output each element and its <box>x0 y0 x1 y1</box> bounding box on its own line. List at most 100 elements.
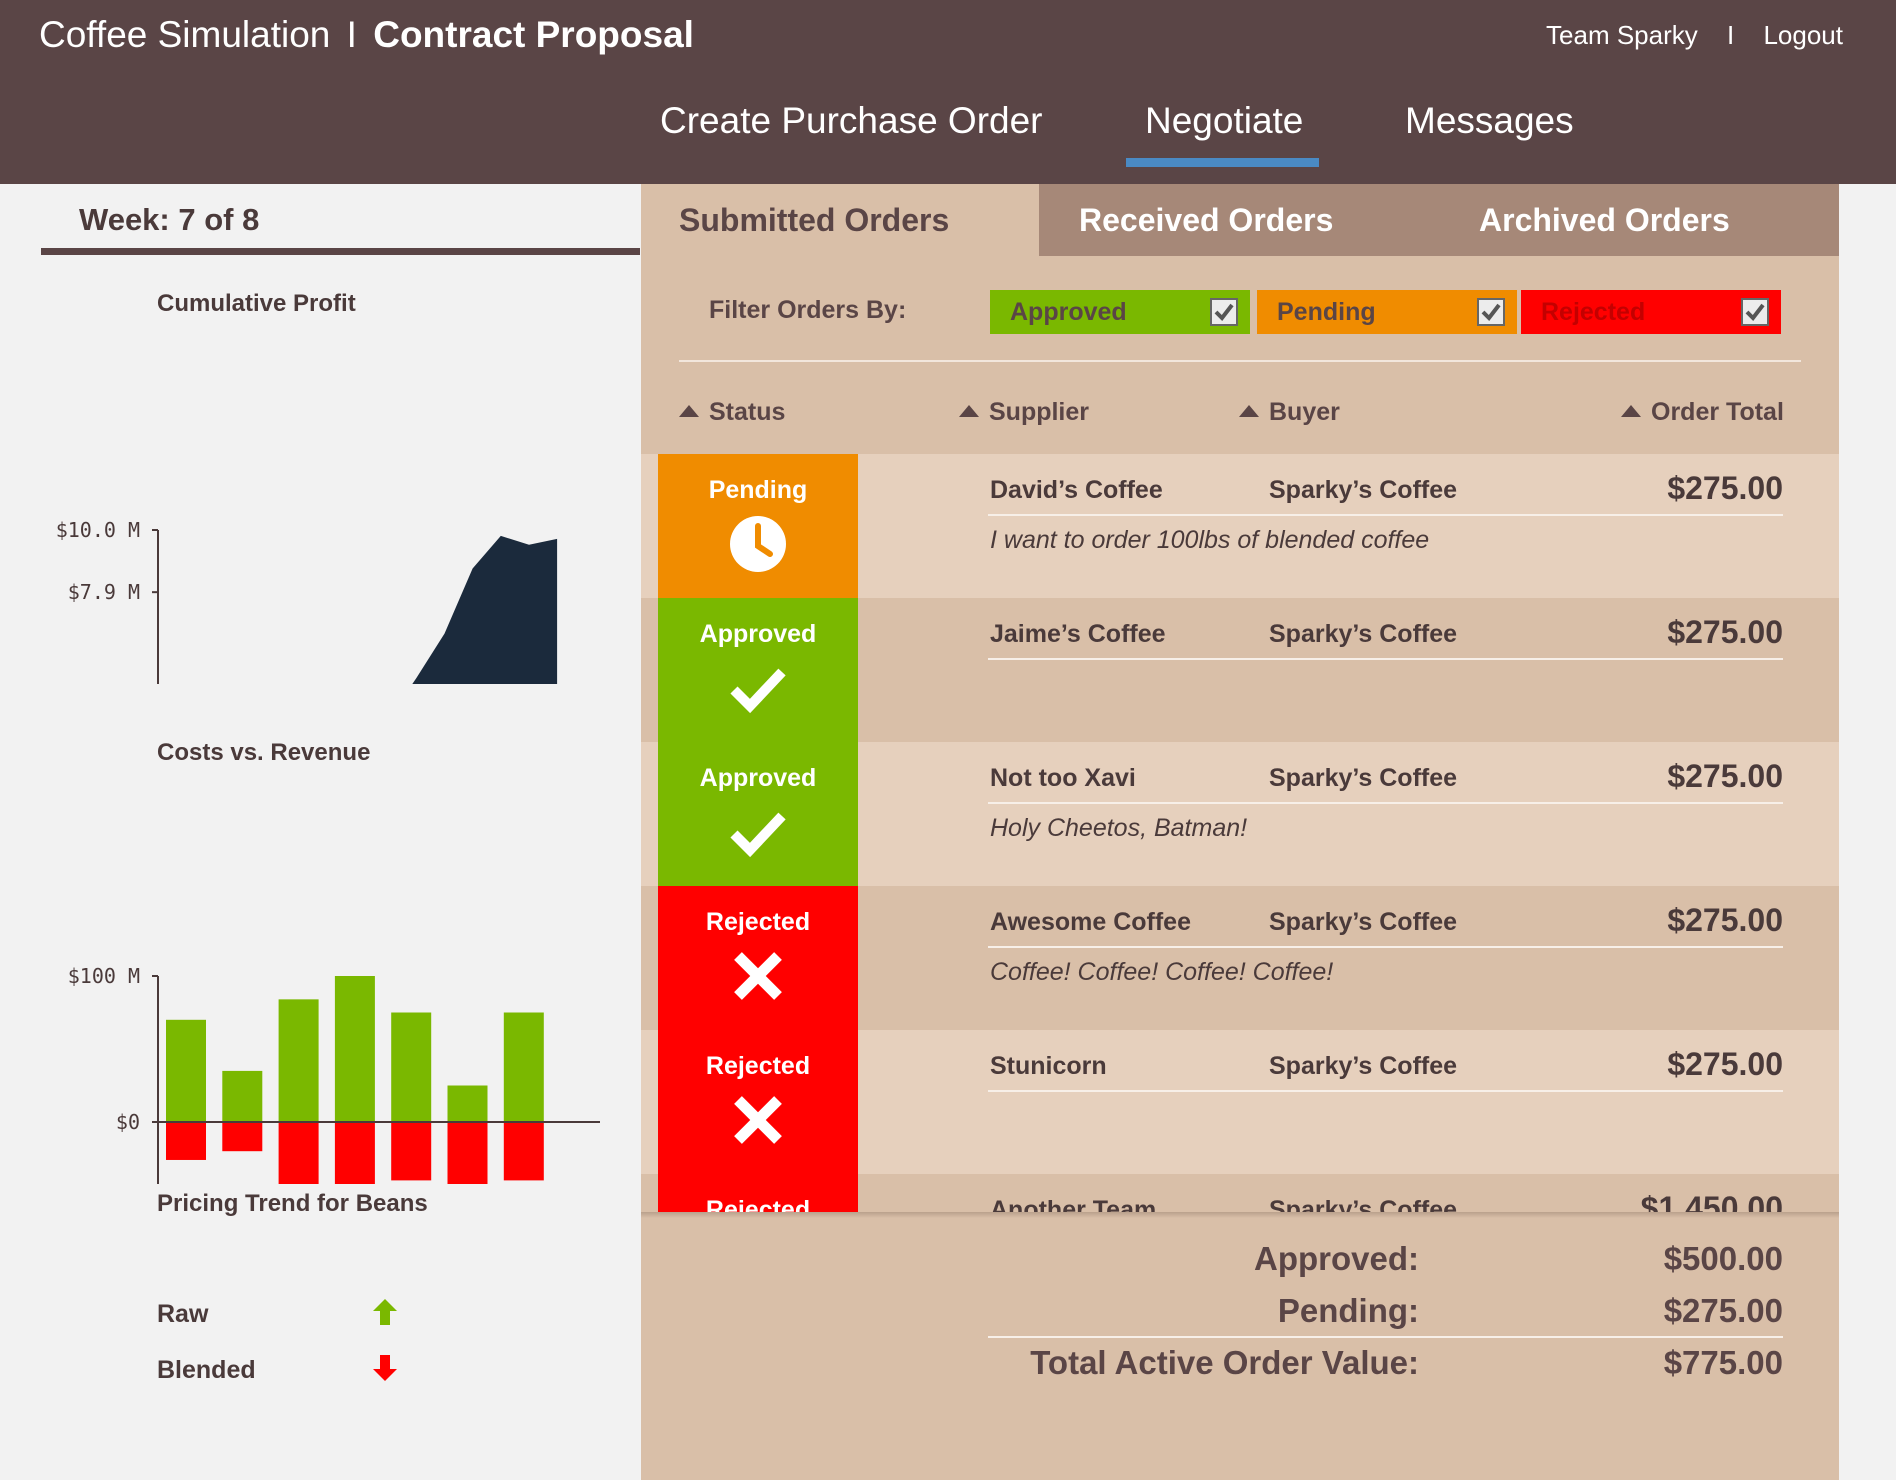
revenue-bar <box>278 999 319 1122</box>
filter-pending-checkbox[interactable] <box>1477 298 1505 326</box>
checkmark-icon <box>1481 303 1501 322</box>
supplier-cell: Jaime’s Coffee <box>990 620 1166 648</box>
app-name: Coffee Simulation <box>39 14 331 55</box>
user-menu-divider: I <box>1727 20 1735 50</box>
costs-y-tick-label: $0 <box>116 1110 140 1134</box>
cost-bar <box>503 1122 544 1181</box>
buyer-cell: Sparky’s Coffee <box>1269 764 1458 792</box>
team-name: Team Sparky <box>1546 20 1698 50</box>
arrow-down-icon <box>373 1355 397 1381</box>
title-separator: I <box>346 14 357 55</box>
sort-ascending-icon <box>959 405 979 417</box>
tab-submitted-orders[interactable]: Submitted Orders <box>679 202 950 238</box>
list-bottom-shadow <box>641 1212 1839 1218</box>
profit-y-tick-label: $7.9 M <box>68 580 140 604</box>
order-row[interactable]: Rejected Awesome Coffee Sparky’s Coffee $27… <box>641 886 1839 1030</box>
column-header-supplier-label: Supplier <box>989 398 1090 426</box>
summary-divider <box>988 1336 1783 1338</box>
order-total-cell: $275.00 <box>1667 758 1783 794</box>
sidebar: Week: 7 of 8 Cumulative Profit $10.0 M $7… <box>0 184 640 1480</box>
sort-ascending-icon <box>1239 405 1259 417</box>
nav-messages[interactable]: Messages <box>1405 100 1574 141</box>
order-row[interactable]: Rejected Stunicorn Sparky’s Coffee $275.00 <box>641 1030 1839 1174</box>
summary-total-value: $775.00 <box>1663 1344 1783 1381</box>
order-note: I want to order 100lbs of blended coffee <box>990 526 1430 554</box>
profit-chart: $10.0 M$7.9 M$012345678 <box>56 518 558 684</box>
revenue-bar <box>447 1085 488 1122</box>
row-divider <box>988 946 1783 948</box>
inactive-tabs-bar <box>1039 184 1839 256</box>
order-row[interactable]: Approved Not too Xavi Sparky’s Coffee $275.… <box>641 742 1839 886</box>
status-label: Rejected <box>705 908 811 936</box>
row-divider <box>988 514 1783 516</box>
x-icon <box>726 1088 790 1152</box>
order-row[interactable]: Rejected Another Team Sparky’s Coffee $1,45… <box>641 1174 1839 1214</box>
profit-area <box>412 535 558 684</box>
order-note: Coffee! Coffee! Coffee! Coffee! <box>990 958 1334 986</box>
week-divider <box>41 248 640 255</box>
status-block: Rejected <box>658 886 858 1030</box>
summary-pending-value: $275.00 <box>1663 1292 1783 1329</box>
status-block: Approved <box>658 742 858 886</box>
logout-link[interactable]: Logout <box>1763 20 1843 50</box>
cost-bar <box>278 1122 319 1184</box>
nav-create-purchase-order[interactable]: Create Purchase Order <box>660 100 1043 141</box>
column-header-supplier[interactable]: Supplier <box>959 398 1089 427</box>
trend-blended-label: Blended <box>157 1356 256 1384</box>
filter-pending-label: Pending <box>1277 298 1376 326</box>
row-divider <box>988 658 1783 660</box>
order-total-cell: $1,450.00 <box>1640 1190 1783 1214</box>
costs-y-tick-label: $100 M <box>68 964 140 988</box>
week-indicator: Week: 7 of 8 <box>79 202 260 237</box>
order-row[interactable]: Approved Jaime’s Coffee Sparky’s Coffee $27… <box>641 598 1839 742</box>
column-header-buyer-label: Buyer <box>1269 398 1340 426</box>
order-total-cell: $275.00 <box>1667 614 1783 650</box>
filter-rejected-checkbox[interactable] <box>1741 298 1769 326</box>
costs-chart-title: Costs vs. Revenue <box>157 739 371 766</box>
supplier-cell: David’s Coffee <box>990 476 1163 504</box>
supplier-cell: Stunicorn <box>990 1052 1107 1080</box>
pricing-trend-title: Pricing Trend for Beans <box>157 1190 428 1217</box>
check-icon <box>726 800 790 864</box>
summary-total-label: Total Active Order Value: <box>1030 1344 1419 1381</box>
cost-bar <box>334 1122 375 1184</box>
column-header-buyer[interactable]: Buyer <box>1239 398 1340 427</box>
check-icon <box>726 656 790 720</box>
supplier-cell: Not too Xavi <box>990 764 1136 792</box>
status-block: Approved <box>658 598 858 742</box>
row-divider <box>988 802 1783 804</box>
sort-ascending-icon <box>679 405 699 417</box>
filter-approved-checkbox[interactable] <box>1210 298 1238 326</box>
status-label: Approved <box>699 764 817 792</box>
revenue-bar <box>334 976 375 1122</box>
tab-received-orders[interactable]: Received Orders <box>1079 202 1334 238</box>
supplier-cell: Awesome Coffee <box>990 908 1191 936</box>
status-block: Pending <box>658 454 858 598</box>
supplier-cell: Another Team <box>990 1196 1157 1214</box>
column-header-order-total[interactable]: Order Total <box>1621 398 1784 427</box>
revenue-bar <box>503 1012 544 1122</box>
trend-raw-label: Raw <box>157 1300 209 1328</box>
column-header-status[interactable]: Status <box>679 398 785 427</box>
summary-approved-label: Approved: <box>1254 1240 1419 1277</box>
costs-revenue-chart: $100 M$0-$100M12345678Week <box>68 964 600 1184</box>
status-label: Approved <box>699 620 817 648</box>
filter-divider <box>679 360 1801 362</box>
summary-approved-value: $500.00 <box>1663 1240 1783 1277</box>
filter-pending[interactable]: Pending <box>1257 290 1517 334</box>
filter-rejected[interactable]: Rejected <box>1521 290 1781 334</box>
profit-y-tick-label: $10.0 M <box>56 518 140 542</box>
order-row[interactable]: Pending David’s Coffee Sparky’s Coffee $275… <box>641 454 1839 598</box>
buyer-cell: Sparky’s Coffee <box>1269 620 1458 648</box>
nav-active-indicator <box>1126 158 1319 167</box>
filter-approved[interactable]: Approved <box>990 290 1250 334</box>
buyer-cell: Sparky’s Coffee <box>1269 1196 1458 1214</box>
cost-bar <box>447 1122 488 1184</box>
tab-archived-orders[interactable]: Archived Orders <box>1479 202 1730 238</box>
filter-rejected-label: Rejected <box>1541 298 1646 326</box>
status-block: Rejected <box>658 1030 858 1174</box>
column-header-status-label: Status <box>709 398 786 426</box>
x-icon <box>726 944 790 1008</box>
nav-negotiate[interactable]: Negotiate <box>1145 100 1304 141</box>
cost-bar <box>391 1122 432 1181</box>
